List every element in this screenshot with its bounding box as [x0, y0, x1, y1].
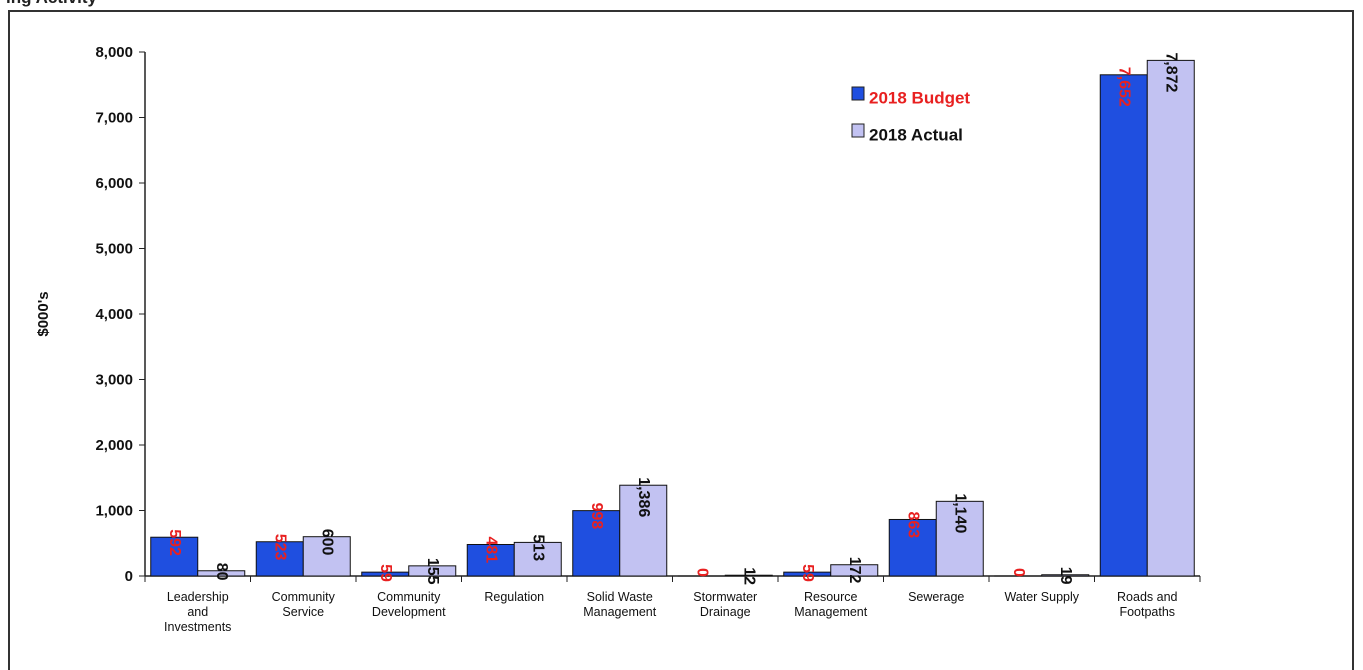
category-label-line: Investments — [164, 620, 231, 634]
y-tick-label: 4,000 — [95, 306, 133, 323]
category-label: Water Supply — [1004, 590, 1079, 604]
y-tick-label: 5,000 — [95, 241, 133, 258]
category-label: Regulation — [484, 590, 544, 604]
legend-label: 2018 Actual — [869, 125, 963, 144]
legend: 2018 Budget 2018 Actual — [852, 87, 970, 144]
budget-value-label: 592 — [166, 529, 183, 556]
legend-swatch — [852, 87, 864, 100]
actual-value-label: 19 — [1057, 567, 1074, 585]
category-label-line: Sewerage — [908, 590, 964, 604]
bars — [151, 60, 1195, 576]
category-label-line: Community — [377, 590, 441, 604]
category-label-line: Stormwater — [693, 590, 757, 604]
category-label: Sewerage — [908, 590, 964, 604]
y-ticks: 0 1,000 2,000 3,000 4,000 5,000 6,000 7,000 8,00… — [95, 44, 145, 585]
y-tick-label: 0 — [125, 568, 133, 585]
budget-value-label: 481 — [483, 536, 500, 563]
actual-value-label: 7,872 — [1163, 52, 1180, 92]
actual-bar — [1147, 60, 1194, 576]
y-tick-label: 1,000 — [95, 503, 133, 520]
legend-swatch — [852, 124, 864, 137]
actual-value-label: 513 — [530, 534, 547, 561]
budget-value-label: 0 — [694, 568, 711, 577]
category-label-line: Development — [372, 605, 446, 619]
y-axis-label: $000's — [35, 291, 52, 336]
bar-labels: 592 80 523 600 59 155 481 513 998 1,386 0 12 59 172 86… — [166, 52, 1180, 585]
category-label-line: Water Supply — [1004, 590, 1079, 604]
category-label-line: Roads and — [1117, 590, 1178, 604]
category-label-line: Leadership — [167, 590, 229, 604]
category-label-line: Management — [794, 605, 867, 619]
actual-value-label: 172 — [846, 557, 863, 584]
y-tick-label: 6,000 — [95, 175, 133, 192]
y-tick-label: 3,000 — [95, 372, 133, 389]
actual-value-label: 12 — [741, 567, 758, 585]
budget-bar — [1100, 75, 1147, 576]
category-label-line: Management — [583, 605, 656, 619]
budget-value-label: 59 — [799, 564, 816, 582]
actual-value-label: 80 — [213, 563, 230, 581]
category-label-line: Regulation — [484, 590, 544, 604]
legend-label: 2018 Budget — [869, 88, 970, 107]
budget-value-label: 863 — [905, 511, 922, 538]
axes — [145, 52, 1200, 582]
budget-value-label: 59 — [377, 564, 394, 582]
budget-value-label: 998 — [588, 503, 605, 530]
category-label-line: Solid Waste — [587, 590, 653, 604]
actual-value-label: 600 — [319, 529, 336, 556]
budget-value-label: 7,652 — [1116, 67, 1133, 107]
category-label-line: Service — [282, 605, 324, 619]
y-tick-label: 7,000 — [95, 110, 133, 127]
category-label-line: Resource — [804, 590, 858, 604]
actual-value-label: 1,140 — [952, 493, 969, 533]
actual-value-label: 1,386 — [635, 477, 652, 517]
y-tick-label: 2,000 — [95, 437, 133, 454]
budget-value-label: 0 — [1010, 568, 1027, 577]
budget-value-label: 523 — [272, 534, 289, 561]
category-label-line: Community — [272, 590, 336, 604]
y-tick-label: 8,000 — [95, 44, 133, 61]
category-label-line: Drainage — [700, 605, 751, 619]
category-label-line: and — [187, 605, 208, 619]
actual-value-label: 155 — [424, 558, 441, 585]
category-label-line: Footpaths — [1119, 605, 1175, 619]
